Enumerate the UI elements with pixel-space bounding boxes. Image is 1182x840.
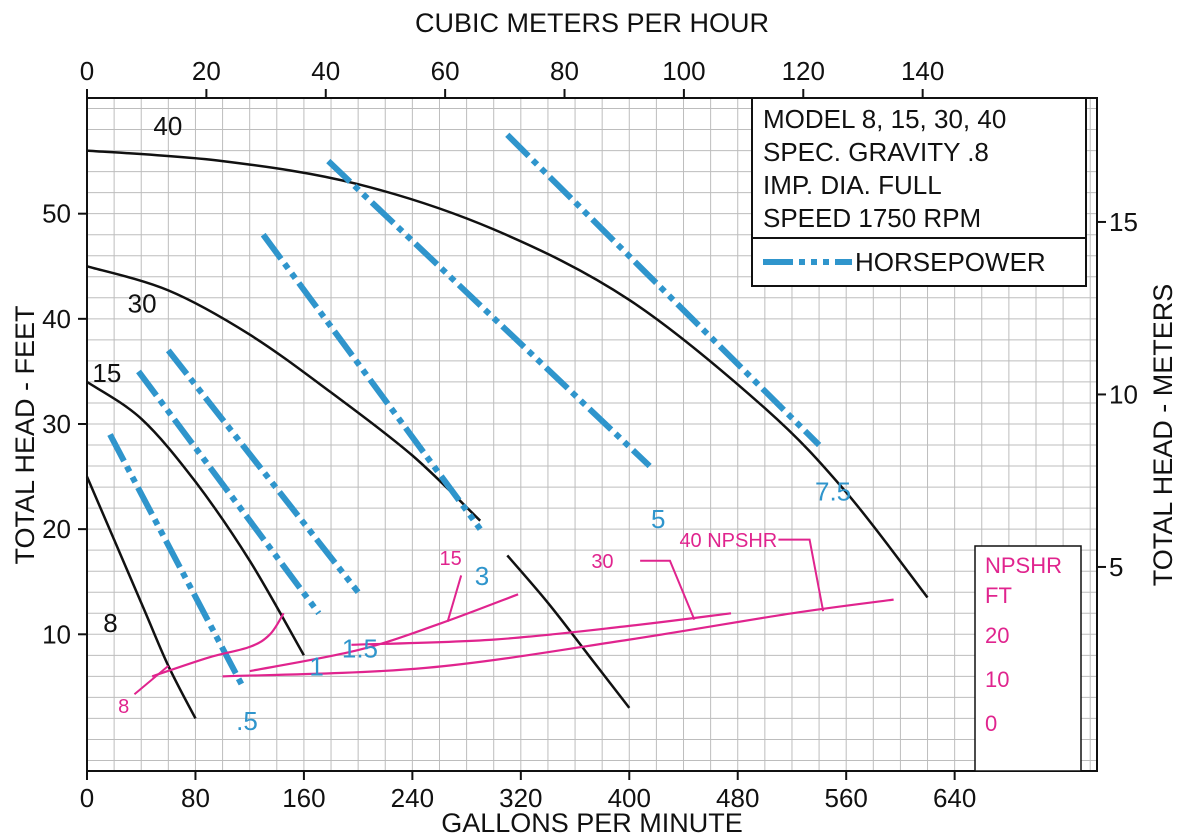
curve-labels: 8 15 30 40 .5 1 1.5 3 5 7.5 8 15 30 40 NPSHR [92,111,851,736]
y-tick-label: 40 [42,304,71,334]
head-label-15: 15 [92,358,121,388]
npshr-label-8: 8 [118,696,129,718]
hp-label-7-5: 7.5 [815,477,851,507]
x2-tick-label: 20 [192,56,221,86]
x-tick-label: 240 [391,783,434,813]
x2-tick-label: 140 [901,56,944,86]
legend-horsepower-label: HORSEPOWER [855,247,1046,277]
head-label-30: 30 [128,289,157,319]
plot-frame [86,97,1098,772]
head-curve-15 [86,380,305,656]
x2-axis-title: CUBIC METERS PER HOUR [415,8,769,38]
npshr-curve-40-npshr [222,598,894,678]
x2-tick-label: 80 [550,56,579,86]
legend: HORSEPOWER [751,237,1087,287]
x-tick-label: 0 [80,783,94,813]
x-tick-label: 560 [824,783,867,813]
npshr-curve-30 [351,612,732,646]
hp-label-1-5: 1.5 [342,633,378,663]
npshr-scale-tick-10: 10 [985,667,1009,692]
horsepower-line-.5 [107,433,246,689]
info-line-speed: SPEED 1750 RPM [763,203,981,233]
x2-tick-label: 0 [80,56,94,86]
y-tick-label: 30 [42,409,71,439]
npshr-scale-tick-20: 20 [985,623,1009,648]
horsepower-lines [107,132,822,689]
npshr-label-40: 40 NPSHR [679,530,777,552]
x2-tick-label: 100 [662,56,705,86]
y2-tick-label: 10 [1109,379,1138,409]
hp-label-1: 1 [309,651,323,681]
npshr-label-15: 15 [439,548,461,570]
npshr-leader-30 [640,559,696,620]
head-curve-40 [86,149,929,599]
head-label-40: 40 [153,111,182,141]
npshr-scale-box: NPSHR FT 20 10 0 [974,545,1082,772]
npshr-leader-15 [446,575,463,622]
x-tick-label: 640 [933,783,976,813]
info-line-model: MODEL 8, 15, 30, 40 [763,104,1006,134]
horsepower-line-7.5 [505,132,822,448]
npshr-label-30: 30 [591,551,613,573]
info-line-gravity: SPEC. GRAVITY .8 [763,137,989,167]
horsepower-line-1 [136,369,322,616]
horsepower-line-1.5 [165,348,361,595]
y2-tick-label: 5 [1109,552,1123,582]
head-curves [85,149,929,719]
x-tick-label: 320 [499,783,542,813]
npshr-scale-unit: FT [985,583,1012,608]
x-tick-label: 160 [282,783,325,813]
grid [87,98,1097,771]
y-tick-label: 10 [42,619,71,649]
y-axis-title: TOTAL HEAD - FEET [10,305,40,564]
head-curve-8 [85,476,197,719]
x-tick-label: 480 [716,783,759,813]
npshr-scale-tick-0: 0 [985,711,997,736]
y2-tick-label: 15 [1109,207,1138,237]
x2-tick-label: 40 [311,56,340,86]
horsepower-line-5 [326,158,652,469]
x-axis-title: GALLONS PER MINUTE [441,808,743,838]
head-label-8: 8 [103,608,117,638]
head-curve-30 [86,265,482,522]
y-tick-label: 20 [42,514,71,544]
x2-tick-label: 120 [782,56,825,86]
y2-axis-title: TOTAL HEAD - METERS [1148,284,1178,587]
hp-label-0-5: .5 [236,706,258,736]
horsepower-line-3 [260,232,483,531]
npshr-curve-8 [151,612,285,678]
hp-label-3: 3 [475,561,489,591]
x-tick-label: 80 [181,783,210,813]
npshr-leader-8 [133,665,169,696]
npshr-curves [151,593,894,678]
npshr-scale-title: NPSHR [985,553,1062,578]
y-tick-label: 50 [42,199,71,229]
x-tick-label: 400 [608,783,651,813]
info-box: MODEL 8, 15, 30, 40 SPEC. GRAVITY .8 IMP… [751,97,1087,239]
hp-label-5: 5 [651,504,665,534]
x2-tick-label: 60 [431,56,460,86]
info-line-impeller: IMP. DIA. FULL [763,170,942,200]
npshr-curve-15 [249,593,519,673]
npshr-leader-40 [778,538,825,612]
